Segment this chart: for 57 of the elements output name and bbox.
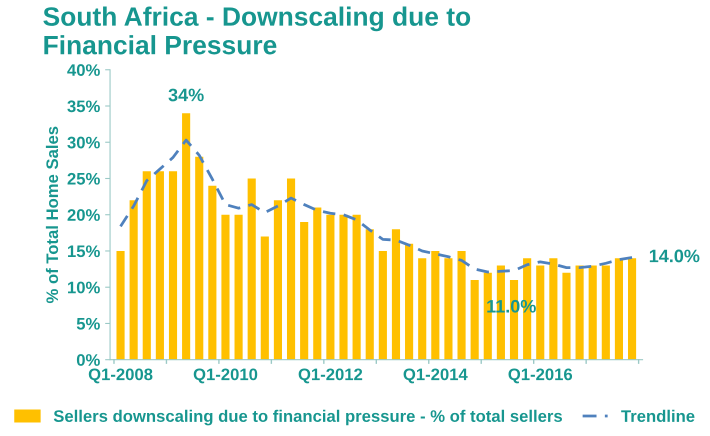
- x-tick-label: Q1-2016: [508, 368, 572, 384]
- bar: [562, 272, 571, 360]
- annotation: 34%: [168, 88, 204, 102]
- text: 14.0%: [650, 250, 700, 262]
- bar: [156, 171, 164, 360]
- bar: [313, 207, 322, 360]
- bar: [470, 280, 479, 360]
- bar: [588, 265, 597, 360]
- bar: [182, 113, 190, 360]
- bar: [234, 214, 243, 360]
- legend-label: Sellers downscaling due to financial pressure - % of total sellers: [54, 410, 562, 426]
- y-tick-label: 15%: [68, 245, 100, 258]
- bar: [366, 229, 374, 360]
- bar: [326, 214, 334, 360]
- bar: [602, 265, 610, 360]
- bar: [260, 236, 269, 360]
- bar: [444, 258, 453, 360]
- y-tick-label: 40%: [67, 64, 100, 76]
- bar: [248, 178, 256, 360]
- x-tick-label: Q1-2010: [194, 368, 258, 384]
- y-tick-label: 35%: [67, 100, 100, 112]
- bar: [549, 258, 558, 360]
- bar: [352, 214, 361, 360]
- x-tick-label: Q1-2008: [88, 368, 152, 384]
- x-tick-label: Q1-2012: [298, 368, 362, 384]
- bar: [274, 200, 282, 360]
- line-series: [119, 138, 634, 274]
- bar: [405, 244, 414, 360]
- bar: [286, 178, 296, 360]
- x-tick-label: Q1-2014: [404, 368, 468, 384]
- bar: [628, 258, 636, 360]
- y-axis-title: % of Total Home Sales: [46, 126, 58, 304]
- bar: [339, 214, 348, 360]
- y-tick-label: 5%: [76, 318, 100, 330]
- bar: [614, 258, 624, 360]
- y-tick-label: 25%: [68, 172, 100, 185]
- bar: [378, 250, 387, 360]
- y-tick-label: 10%: [68, 282, 100, 294]
- bar: [130, 200, 138, 360]
- bar: [208, 186, 216, 360]
- bar: [418, 258, 426, 360]
- chart-title: South Africa - Downscaling due to Financial Pressure: [43, 6, 470, 54]
- bar: [195, 156, 204, 360]
- bar: [392, 229, 400, 360]
- y-tick-label: 20%: [68, 209, 100, 221]
- y-tick-label: 30%: [67, 136, 100, 148]
- bar: [300, 222, 308, 360]
- bar: [221, 214, 230, 360]
- bar: [168, 171, 178, 360]
- bar: [142, 171, 151, 360]
- bar: [431, 250, 440, 360]
- y-tick-label: 0%: [76, 354, 100, 366]
- bar: [457, 250, 466, 360]
- bar: [116, 250, 125, 360]
- legend-label: Trendline: [621, 410, 694, 422]
- bar: [576, 265, 584, 360]
- bar: [536, 265, 544, 360]
